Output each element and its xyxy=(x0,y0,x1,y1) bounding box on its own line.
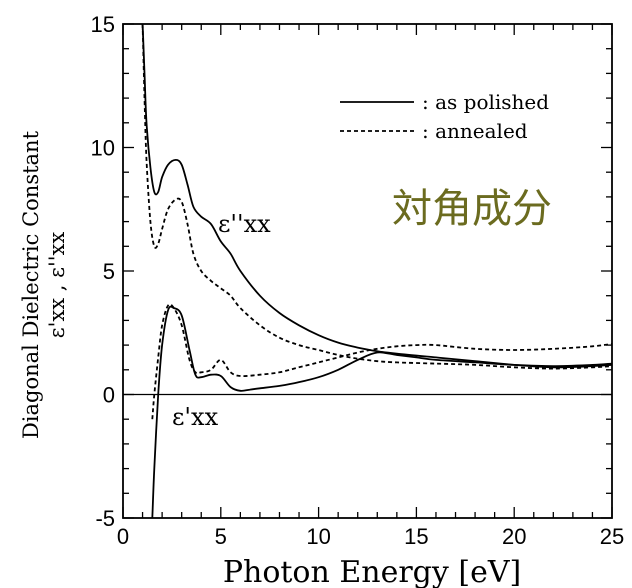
x-tick-label: 25 xyxy=(600,524,624,549)
y-tick-label: 15 xyxy=(91,12,115,37)
x-axis-title: Photon Energy [eV] xyxy=(223,555,521,588)
x-tick-label: 5 xyxy=(215,524,227,549)
legend-label-annealed: : annealed xyxy=(422,119,528,143)
annotation-eps-real: ε'xx xyxy=(172,403,219,431)
eps-real-annealed-line xyxy=(151,303,612,420)
x-tick-label: 0 xyxy=(117,524,129,549)
y-tick-label: 0 xyxy=(103,383,115,408)
x-tick-label: 20 xyxy=(502,524,526,549)
y-axis-title-line2: ε'xx , ε''xx xyxy=(45,232,69,339)
y-tick-label: -5 xyxy=(95,506,115,531)
legend: : as polished : annealed xyxy=(340,90,549,143)
eps-imag-as-polished-line xyxy=(141,24,612,369)
y-tick-label: 10 xyxy=(91,136,115,161)
y-tick-label: 5 xyxy=(103,259,115,284)
x-tick-label: 10 xyxy=(306,524,330,549)
x-tick-label: 15 xyxy=(404,524,428,549)
eps-real-as-polished-line xyxy=(151,305,612,518)
series-layer xyxy=(123,24,612,518)
legend-label-as-polished: : as polished xyxy=(422,90,549,114)
annotation-japanese: 対角成分 xyxy=(392,186,552,232)
annotation-eps-imag: ε''xx xyxy=(218,210,271,238)
y-axis-title-line1: Diagonal Dielectric Constant xyxy=(19,130,43,439)
